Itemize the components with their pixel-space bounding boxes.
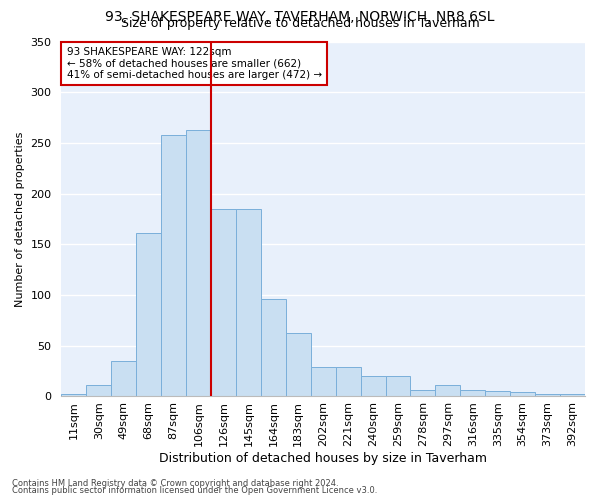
Bar	[161, 135, 186, 396]
Bar	[485, 392, 510, 396]
Bar	[510, 392, 535, 396]
Text: Size of property relative to detached houses in Taverham: Size of property relative to detached ho…	[121, 18, 479, 30]
Bar	[61, 394, 86, 396]
Bar	[111, 361, 136, 396]
Bar	[286, 332, 311, 396]
Bar	[335, 367, 361, 396]
Bar	[211, 209, 236, 396]
Bar	[560, 394, 585, 396]
Bar	[186, 130, 211, 396]
Bar	[311, 367, 335, 396]
Bar	[535, 394, 560, 396]
Bar	[436, 386, 460, 396]
Bar	[361, 376, 386, 396]
Y-axis label: Number of detached properties: Number of detached properties	[15, 132, 25, 306]
X-axis label: Distribution of detached houses by size in Taverham: Distribution of detached houses by size …	[159, 452, 487, 465]
Bar	[386, 376, 410, 396]
Bar	[86, 386, 111, 396]
Text: Contains HM Land Registry data © Crown copyright and database right 2024.: Contains HM Land Registry data © Crown c…	[12, 478, 338, 488]
Bar	[261, 299, 286, 396]
Text: 93 SHAKESPEARE WAY: 122sqm
← 58% of detached houses are smaller (662)
41% of sem: 93 SHAKESPEARE WAY: 122sqm ← 58% of deta…	[67, 47, 322, 80]
Text: Contains public sector information licensed under the Open Government Licence v3: Contains public sector information licen…	[12, 486, 377, 495]
Text: 93, SHAKESPEARE WAY, TAVERHAM, NORWICH, NR8 6SL: 93, SHAKESPEARE WAY, TAVERHAM, NORWICH, …	[105, 10, 495, 24]
Bar	[236, 209, 261, 396]
Bar	[410, 390, 436, 396]
Bar	[136, 233, 161, 396]
Bar	[460, 390, 485, 396]
